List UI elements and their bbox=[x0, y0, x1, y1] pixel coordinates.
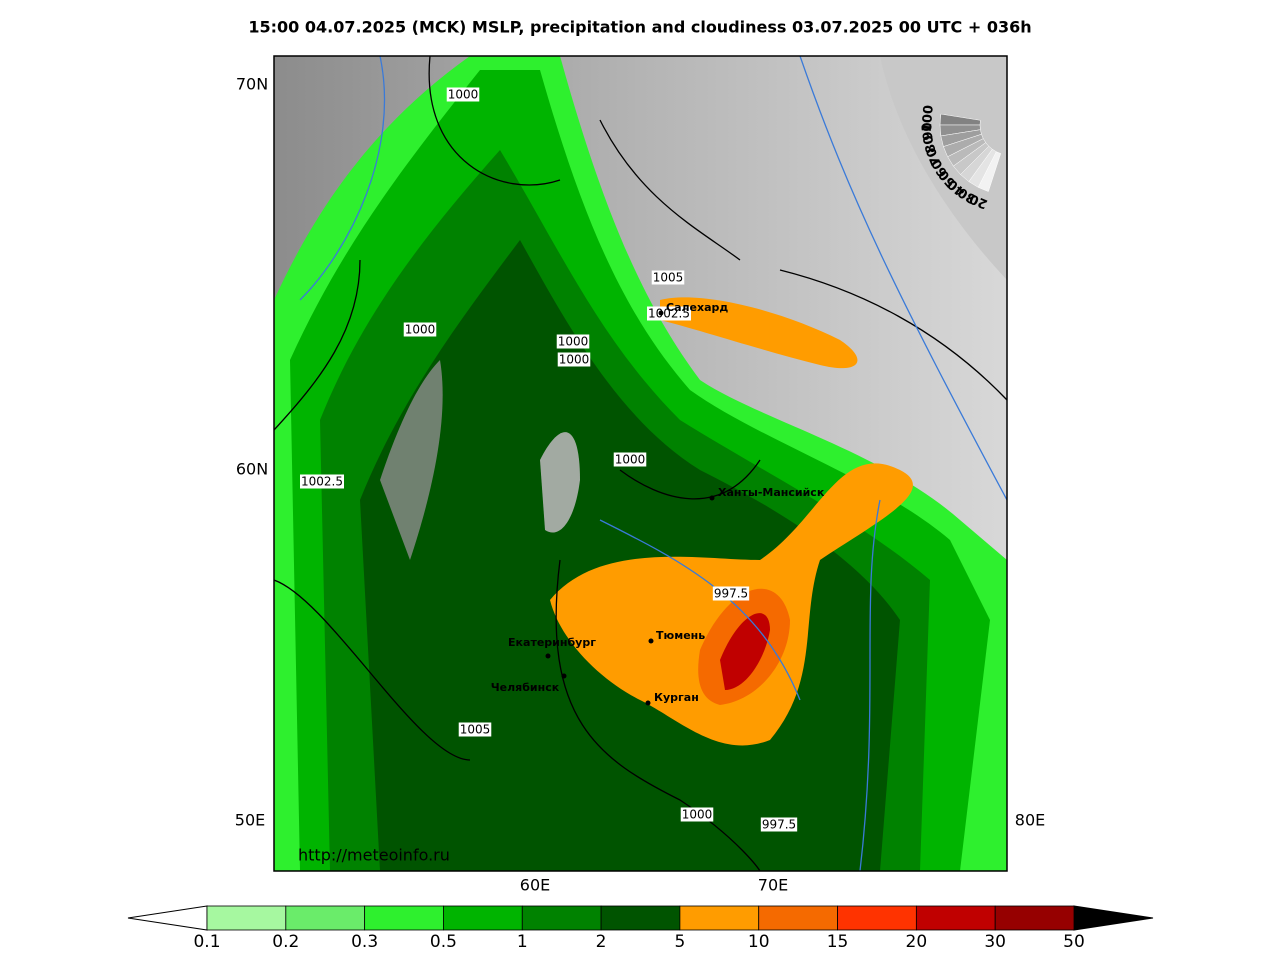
colorbar-bin bbox=[364, 905, 444, 931]
city-dot bbox=[545, 653, 551, 659]
map-labels: 70N 60N 50E 80E 60E 70E 1000 1005 1002.5 1000 1000… bbox=[235, 75, 1045, 895]
isobar-label: 1000 bbox=[559, 353, 590, 367]
cloud-scale-segment bbox=[977, 151, 1002, 192]
colorbar-bin bbox=[206, 905, 287, 931]
colorbar-label: 5 bbox=[674, 932, 685, 952]
isobar-label-bg bbox=[403, 322, 437, 337]
colorbar-bin bbox=[679, 905, 760, 931]
isobar-label: 1000 bbox=[448, 88, 479, 102]
lon-label: 80E bbox=[1015, 811, 1045, 830]
isobar-label-bg bbox=[651, 270, 685, 285]
city-label: Тюмень bbox=[656, 629, 705, 642]
colorbar-label: 20 bbox=[906, 932, 928, 952]
isobar-label-bg bbox=[458, 722, 492, 737]
colorbar-label: 0.3 bbox=[351, 932, 378, 952]
isobar-label: 1002.5 bbox=[648, 307, 690, 321]
city-dot bbox=[658, 310, 664, 316]
isobar-label-bg bbox=[556, 334, 590, 349]
lon-label: 70E bbox=[758, 876, 788, 895]
colorbar-bin bbox=[758, 905, 838, 931]
isobar-label: 1000 bbox=[558, 335, 589, 349]
map-frame bbox=[273, 55, 1008, 872]
isobar-label-bg bbox=[712, 586, 750, 601]
isobar-label: 1000 bbox=[615, 453, 646, 467]
city-dot bbox=[709, 495, 715, 501]
lat-label: 60N bbox=[236, 460, 268, 479]
cloud-scale-label: 20 bbox=[967, 190, 989, 211]
colorbar-label: 10 bbox=[748, 932, 770, 952]
colorbar-label: 2 bbox=[596, 932, 607, 952]
cloud-scale-label: 70 bbox=[924, 145, 945, 167]
isobar-label-bg bbox=[613, 452, 647, 467]
colorbar: 0.1 0.2 0.3 0.5 1 2 5 10 15 20 30 50 bbox=[127, 905, 1154, 952]
cloud-scale-label: 80 bbox=[921, 134, 940, 155]
colorbar-bin bbox=[443, 905, 523, 931]
city-dot bbox=[561, 673, 567, 679]
colorbar-bin bbox=[285, 905, 366, 931]
isobar-label: 997.5 bbox=[714, 587, 748, 601]
source-url: http://meteoinfo.ru bbox=[298, 846, 450, 865]
colorbar-label: 0.5 bbox=[430, 932, 457, 952]
city-label: Салехард bbox=[666, 301, 728, 314]
city-label: Челябинск bbox=[491, 681, 560, 694]
isobar-label: 1005 bbox=[460, 723, 491, 737]
city-dot bbox=[645, 700, 651, 706]
isobar-label: 1005 bbox=[653, 271, 684, 285]
colorbar-label: 1 bbox=[517, 932, 528, 952]
lon-label: 50E bbox=[235, 811, 265, 830]
colorbar-label: 30 bbox=[984, 932, 1006, 952]
city-label: Екатеринбург bbox=[508, 636, 596, 649]
isobar-label-bg bbox=[446, 87, 480, 102]
cloud-scale-label: 100 bbox=[920, 104, 937, 132]
isobar-label-bg bbox=[300, 474, 344, 489]
colorbar-bin bbox=[521, 905, 602, 931]
colorbar-label: 0.1 bbox=[193, 932, 220, 952]
isobar-label-bg bbox=[557, 352, 591, 367]
colorbar-bin bbox=[837, 905, 917, 931]
colorbar-bin bbox=[600, 905, 681, 931]
colorbar-label: 0.2 bbox=[272, 932, 299, 952]
cloud-scale-label: 90 bbox=[920, 122, 936, 141]
city-label: Курган bbox=[654, 691, 699, 704]
colorbar-under bbox=[127, 905, 208, 931]
isobar-label: 1000 bbox=[405, 323, 436, 337]
isobar-label-bg bbox=[760, 817, 798, 832]
colorbar-label: 50 bbox=[1063, 932, 1085, 952]
lon-label: 60E bbox=[520, 876, 550, 895]
colorbar-bin bbox=[994, 905, 1075, 931]
city-label: Ханты-Мансийск bbox=[718, 486, 825, 499]
city-dot bbox=[648, 638, 654, 644]
isobar-label-bg bbox=[647, 306, 691, 321]
isobar-label: 1002.5 bbox=[301, 475, 343, 489]
isobar-label-bg bbox=[680, 807, 714, 822]
isobar-label: 997.5 bbox=[762, 818, 796, 832]
colorbar-bin bbox=[915, 905, 996, 931]
colorbar-over bbox=[1073, 905, 1154, 931]
lat-label: 70N bbox=[236, 75, 268, 94]
title: 15:00 04.07.2025 (MCK) MSLP, precipitati… bbox=[248, 18, 1031, 37]
isobar-label: 1000 bbox=[682, 808, 713, 822]
colorbar-label: 15 bbox=[827, 932, 849, 952]
